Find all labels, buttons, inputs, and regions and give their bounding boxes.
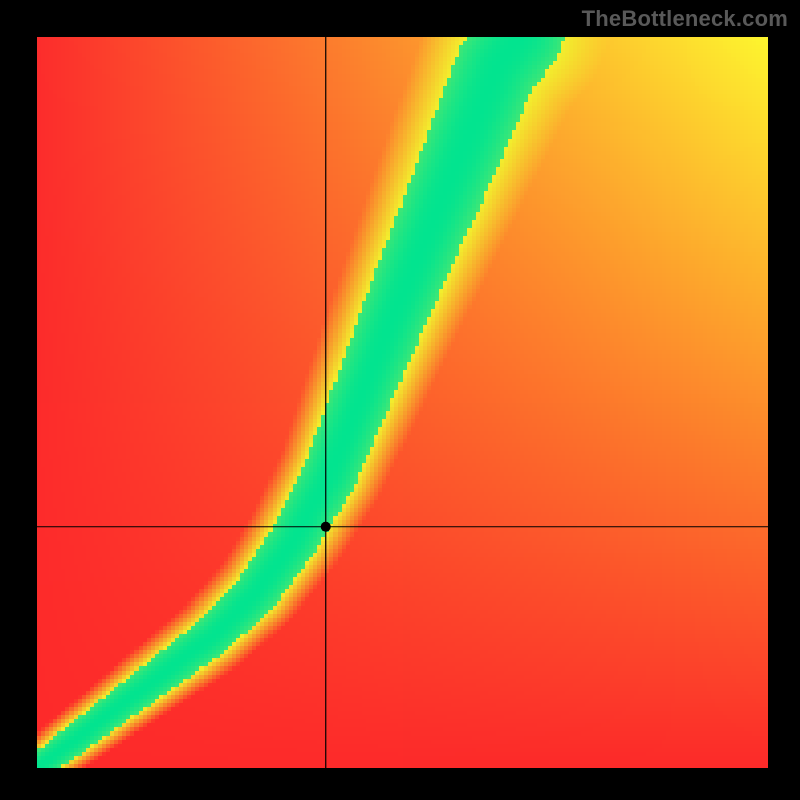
chart-container: TheBottleneck.com: [0, 0, 800, 800]
watermark-text: TheBottleneck.com: [582, 6, 788, 32]
heatmap-canvas: [0, 0, 800, 800]
